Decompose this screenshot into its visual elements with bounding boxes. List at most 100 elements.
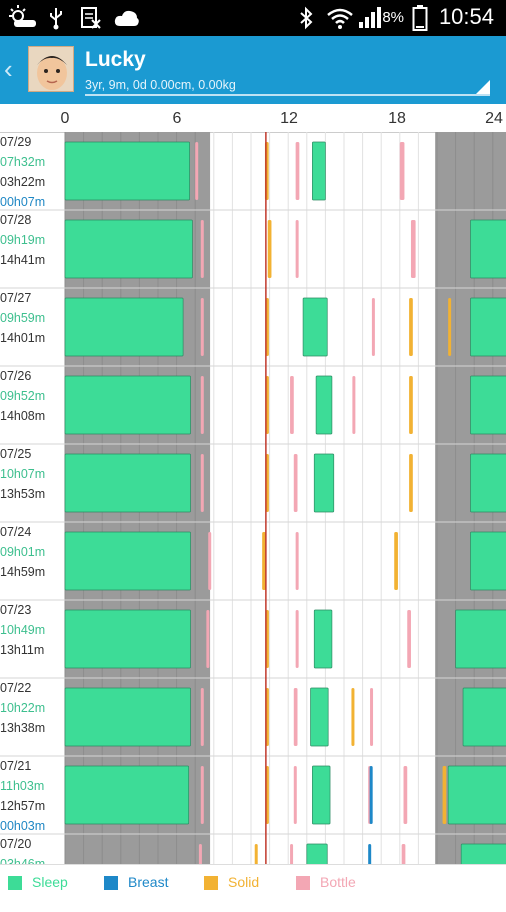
- child-stats: 3yr, 9m, 0d 0.00cm, 0.00kg: [85, 78, 236, 92]
- day-sleep-total: 10h07m: [0, 467, 46, 481]
- sleep-event-bar: [313, 609, 333, 669]
- day-label-7: 07/22 10h22m 13h38m: [0, 678, 64, 756]
- day-awake-total: 12h57m: [0, 799, 46, 813]
- child-name: Lucky: [85, 48, 146, 71]
- sleep-event-bar: [462, 687, 506, 747]
- legend-label: Solid: [228, 874, 260, 890]
- solid-event-bar: [254, 844, 258, 864]
- sleep-event-bar: [64, 609, 191, 669]
- bottle-event-bar: [293, 766, 297, 824]
- day-date: 07/25: [0, 447, 32, 461]
- sleep-event-bar: [470, 453, 506, 513]
- sleep-event-bar: [64, 687, 191, 747]
- bottle-event-bar: [295, 532, 299, 590]
- day-sleep-total: 07h32m: [0, 155, 46, 169]
- day-date: 07/29: [0, 135, 32, 149]
- sleep-event-bar: [455, 609, 506, 669]
- wifi-icon: [327, 8, 353, 29]
- day-sleep-total: 09h19m: [0, 233, 46, 247]
- bottle-event-bar: [200, 688, 204, 746]
- hour-tick: 0: [60, 110, 70, 127]
- day-awake-total: 14h01m: [0, 331, 46, 345]
- solid-swatch: [204, 876, 218, 890]
- bottle-event-bar: [200, 220, 204, 278]
- day-label-3: 07/26 09h52m 14h08m: [0, 366, 64, 444]
- document-icon: [81, 7, 101, 29]
- bottle-event-bar: [200, 376, 204, 434]
- avatar[interactable]: [28, 46, 74, 92]
- hour-axis: 0 6 12 18 24: [0, 104, 506, 133]
- bottle-event-bar: [295, 610, 299, 668]
- day-date: 07/26: [0, 369, 32, 383]
- sleep-event-bar: [64, 219, 193, 279]
- back-chevron-icon[interactable]: ‹: [4, 54, 13, 84]
- bottle-event-bar: [290, 376, 294, 434]
- bottle-event-bar: [200, 766, 204, 824]
- sleep-event-bar: [64, 531, 191, 591]
- bottle-event-bar: [399, 142, 405, 200]
- solid-event-bar: [267, 220, 272, 278]
- solid-event-bar: [448, 298, 452, 356]
- bottle-event-bar: [410, 220, 416, 278]
- battery-icon: [412, 5, 428, 31]
- bottle-event-bar: [200, 298, 204, 356]
- day-date: 07/23: [0, 603, 32, 617]
- bottle-event-bar: [295, 220, 299, 278]
- day-awake-total: 14h59m: [0, 565, 46, 579]
- sleep-event-bar: [313, 453, 335, 513]
- dropdown-corner-icon[interactable]: [476, 80, 490, 94]
- day-awake-total: 13h11m: [0, 643, 45, 657]
- day-label-2: 07/27 09h59m 14h01m: [0, 288, 64, 366]
- daily-timeline-chart[interactable]: [0, 132, 506, 864]
- usb-icon: [50, 8, 62, 30]
- solid-event-bar: [394, 532, 398, 590]
- day-label-1: 07/28 09h19m 14h41m: [0, 210, 64, 288]
- day-label-0: 07/29 07h32m 03h22m 00h07m: [0, 132, 64, 210]
- battery-percent: 8%: [382, 9, 404, 26]
- bottle-event-bar: [195, 142, 199, 200]
- day-awake-total: 13h53m: [0, 487, 46, 501]
- subtitle-underline: [85, 94, 490, 96]
- weather-icon: [9, 5, 36, 27]
- legend-label: Breast: [128, 874, 169, 890]
- day-label-6: 07/23 10h49m 13h11m: [0, 600, 64, 678]
- sleep-event-bar: [64, 297, 184, 357]
- day-label-8: 07/21 11h03m 12h57m 00h03m: [0, 756, 64, 834]
- day-sleep-total: 09h01m: [0, 545, 46, 559]
- day-awake-total: 03h22m: [0, 175, 46, 189]
- day-labels: 07/29 07h32m 03h22m 00h07m 07/28 09h19m 14h41m…: [0, 132, 64, 871]
- hour-tick: 18: [388, 110, 406, 127]
- breast-event-bar: [369, 766, 373, 824]
- day-sleep-total: 09h59m: [0, 311, 46, 325]
- solid-event-bar: [409, 376, 413, 434]
- sleep-event-bar: [64, 453, 191, 513]
- signal-icon: [359, 7, 381, 28]
- cloud-icon: [114, 10, 139, 26]
- sleep-event-bar: [310, 687, 329, 747]
- day-date: 07/27: [0, 291, 32, 305]
- sleep-event-bar: [302, 297, 328, 357]
- hour-tick: 12: [280, 110, 298, 127]
- day-sleep-total: 10h49m: [0, 623, 46, 637]
- bottle-swatch: [296, 876, 310, 890]
- child-photo-icon: [29, 47, 73, 91]
- clock: 10:54: [438, 4, 494, 29]
- app-bar: ‹ Lucky 3yr, 9m, 0d 0.00cm, 0.00kg: [0, 36, 506, 104]
- sleep-event-bar: [460, 843, 506, 864]
- bottle-event-bar: [403, 766, 408, 824]
- day-label-5: 07/24 09h01m 14h59m: [0, 522, 64, 600]
- bottle-event-bar: [370, 688, 374, 746]
- breast-event-bar: [368, 844, 372, 864]
- sleep-event-bar: [306, 843, 328, 864]
- bottle-event-bar: [206, 610, 210, 668]
- day-date: 07/28: [0, 213, 32, 227]
- sleep-event-bar: [470, 219, 506, 279]
- legend-label: Bottle: [320, 874, 356, 890]
- legend: Sleep Breast Solid Bottle: [0, 864, 506, 901]
- bluetooth-icon: [300, 6, 313, 30]
- bottle-event-bar: [407, 610, 411, 668]
- sleep-event-bar: [64, 765, 190, 825]
- bottle-event-bar: [198, 844, 202, 864]
- day-sleep-total: 10h22m: [0, 701, 46, 715]
- day-date: 07/21: [0, 759, 32, 773]
